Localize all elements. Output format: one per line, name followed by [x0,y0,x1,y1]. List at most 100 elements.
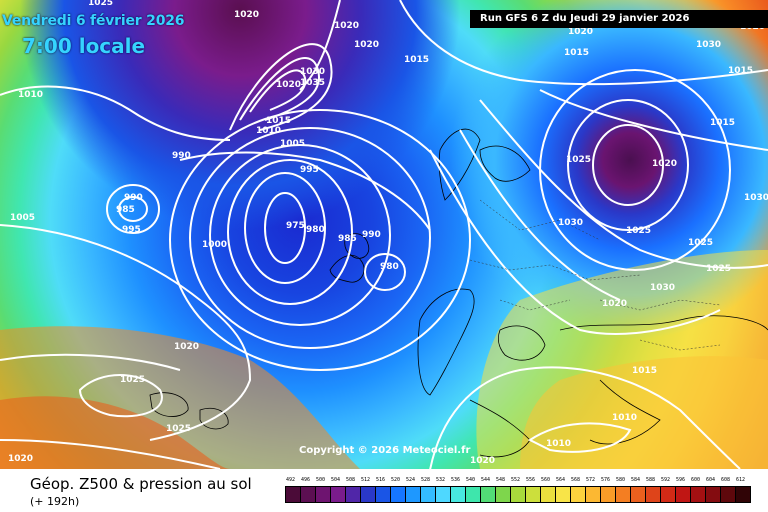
forecast-date: Vendredi 6 février 2026 [2,13,185,29]
legend-swatch [345,486,361,503]
legend-tick-label: 492 [285,477,296,483]
forecast-range: (+ 192h) [30,495,80,508]
legend-swatch [330,486,346,503]
isobar-label: 1030 [558,218,584,228]
legend-tick-label: 600 [690,477,701,483]
legend-swatch [570,486,586,503]
isobar-label: 1010 [546,439,572,449]
legend-swatch [735,486,751,503]
isobar-label: 1020 [174,342,200,352]
legend-swatch [645,486,661,503]
isobar-label: 990 [124,193,143,203]
legend-swatch [615,486,631,503]
legend-tick-label: 540 [465,477,476,483]
legend-tick-label: 524 [405,477,416,483]
isobar-label: 990 [362,230,381,240]
isobar-label: 1020 [276,80,302,90]
legend-tick-label: 612 [735,477,746,483]
isobar-label: 1000 [202,240,228,250]
isobar-label: 1015 [564,48,590,58]
isobar-label: 1025 [626,226,652,236]
borders [469,199,721,351]
isobar-label: 1025 [120,375,146,385]
isobar-label: 1020 [568,27,594,37]
legend-tick-label: 572 [585,477,596,483]
isobar-label: 1025 [688,238,714,248]
legend-swatch [675,486,691,503]
legend-tick-label: 564 [555,477,566,483]
legend-swatch [720,486,736,503]
legend-swatch [420,486,436,503]
legend-tick-label: 516 [375,477,386,483]
isobar-label: 1015 [710,118,736,128]
isobar-label: 1025 [706,264,732,274]
isobar-label: 1030 [300,67,326,77]
isobar-label: 1030 [696,40,722,50]
isobar-label: 1035 [300,78,326,88]
legend-swatch [630,486,646,503]
copyright: Copyright © 2026 Meteociel.fr [299,445,471,456]
isobar-label: 1025 [566,155,592,165]
legend-swatch [300,486,316,503]
isobar-label: 1020 [8,454,34,464]
legend-tick-label: 568 [570,477,581,483]
isobar-label: 1030 [744,193,768,203]
legend-tick-label: 596 [675,477,686,483]
isobar-label: 1030 [650,283,676,293]
legend-swatch [690,486,706,503]
legend-tick-label: 604 [705,477,716,483]
legend-tick-label: 496 [300,477,311,483]
isobar-label: 1020 [354,40,380,50]
legend-swatch [540,486,556,503]
legend-swatch [360,486,376,503]
isobar-label: 1020 [602,299,628,309]
legend-tick-label: 548 [495,477,506,483]
legend-tick-label: 588 [645,477,656,483]
legend-swatch [390,486,406,503]
geopotential-field [0,0,768,469]
isobar-label: 980 [306,225,325,235]
legend-swatch [465,486,481,503]
isobar-label: 990 [172,151,191,161]
legend-swatch [585,486,601,503]
legend-swatch [600,486,616,503]
isobar-label: 1015 [728,66,754,76]
legend-swatch [315,486,331,503]
isobar-label: 975 [286,221,305,231]
legend-swatch [405,486,421,503]
isobar-label: 1010 [612,413,638,423]
legend-swatch [435,486,451,503]
isobar-label: 1005 [10,213,36,223]
legend-tick-label: 576 [600,477,611,483]
color-legend: 492 496 500 504 508 512 516 520 524 528 532 536 540 5… [285,476,751,504]
legend-swatch [450,486,466,503]
legend-swatch [555,486,571,503]
isobar-label: 1010 [256,126,282,136]
legend-tick-label: 532 [435,477,446,483]
isobar-label: 1015 [632,366,658,376]
isobar-label: 1020 [234,10,260,20]
weather-map: 1025 1020 1020 1020 1010 1030 1035 1020 … [0,0,768,469]
isobars [0,0,768,469]
isobar-label: 1025 [166,424,192,434]
legend-tick-label: 512 [360,477,371,483]
isobar-label: 995 [300,165,319,175]
legend-tick-label: 552 [510,477,521,483]
legend-swatch [375,486,391,503]
isobar-label: 1025 [88,0,114,8]
forecast-time: 7:00 locale [22,34,146,58]
map-title: Géop. Z500 & pression au sol [30,475,252,493]
legend-tick-label: 504 [330,477,341,483]
isobar-label: 1020 [334,21,360,31]
legend-tick-label: 528 [420,477,431,483]
legend-swatch [480,486,496,503]
legend-swatch [705,486,721,503]
isobar-label: 1015 [266,116,292,126]
isobar-label: 1005 [280,139,306,149]
isobar-label: 985 [338,234,357,244]
legend-tick-label: 544 [480,477,491,483]
legend-tick-label: 584 [630,477,641,483]
legend-tick-label: 508 [345,477,356,483]
legend-tick-label: 556 [525,477,536,483]
isobar-label: 995 [122,225,141,235]
